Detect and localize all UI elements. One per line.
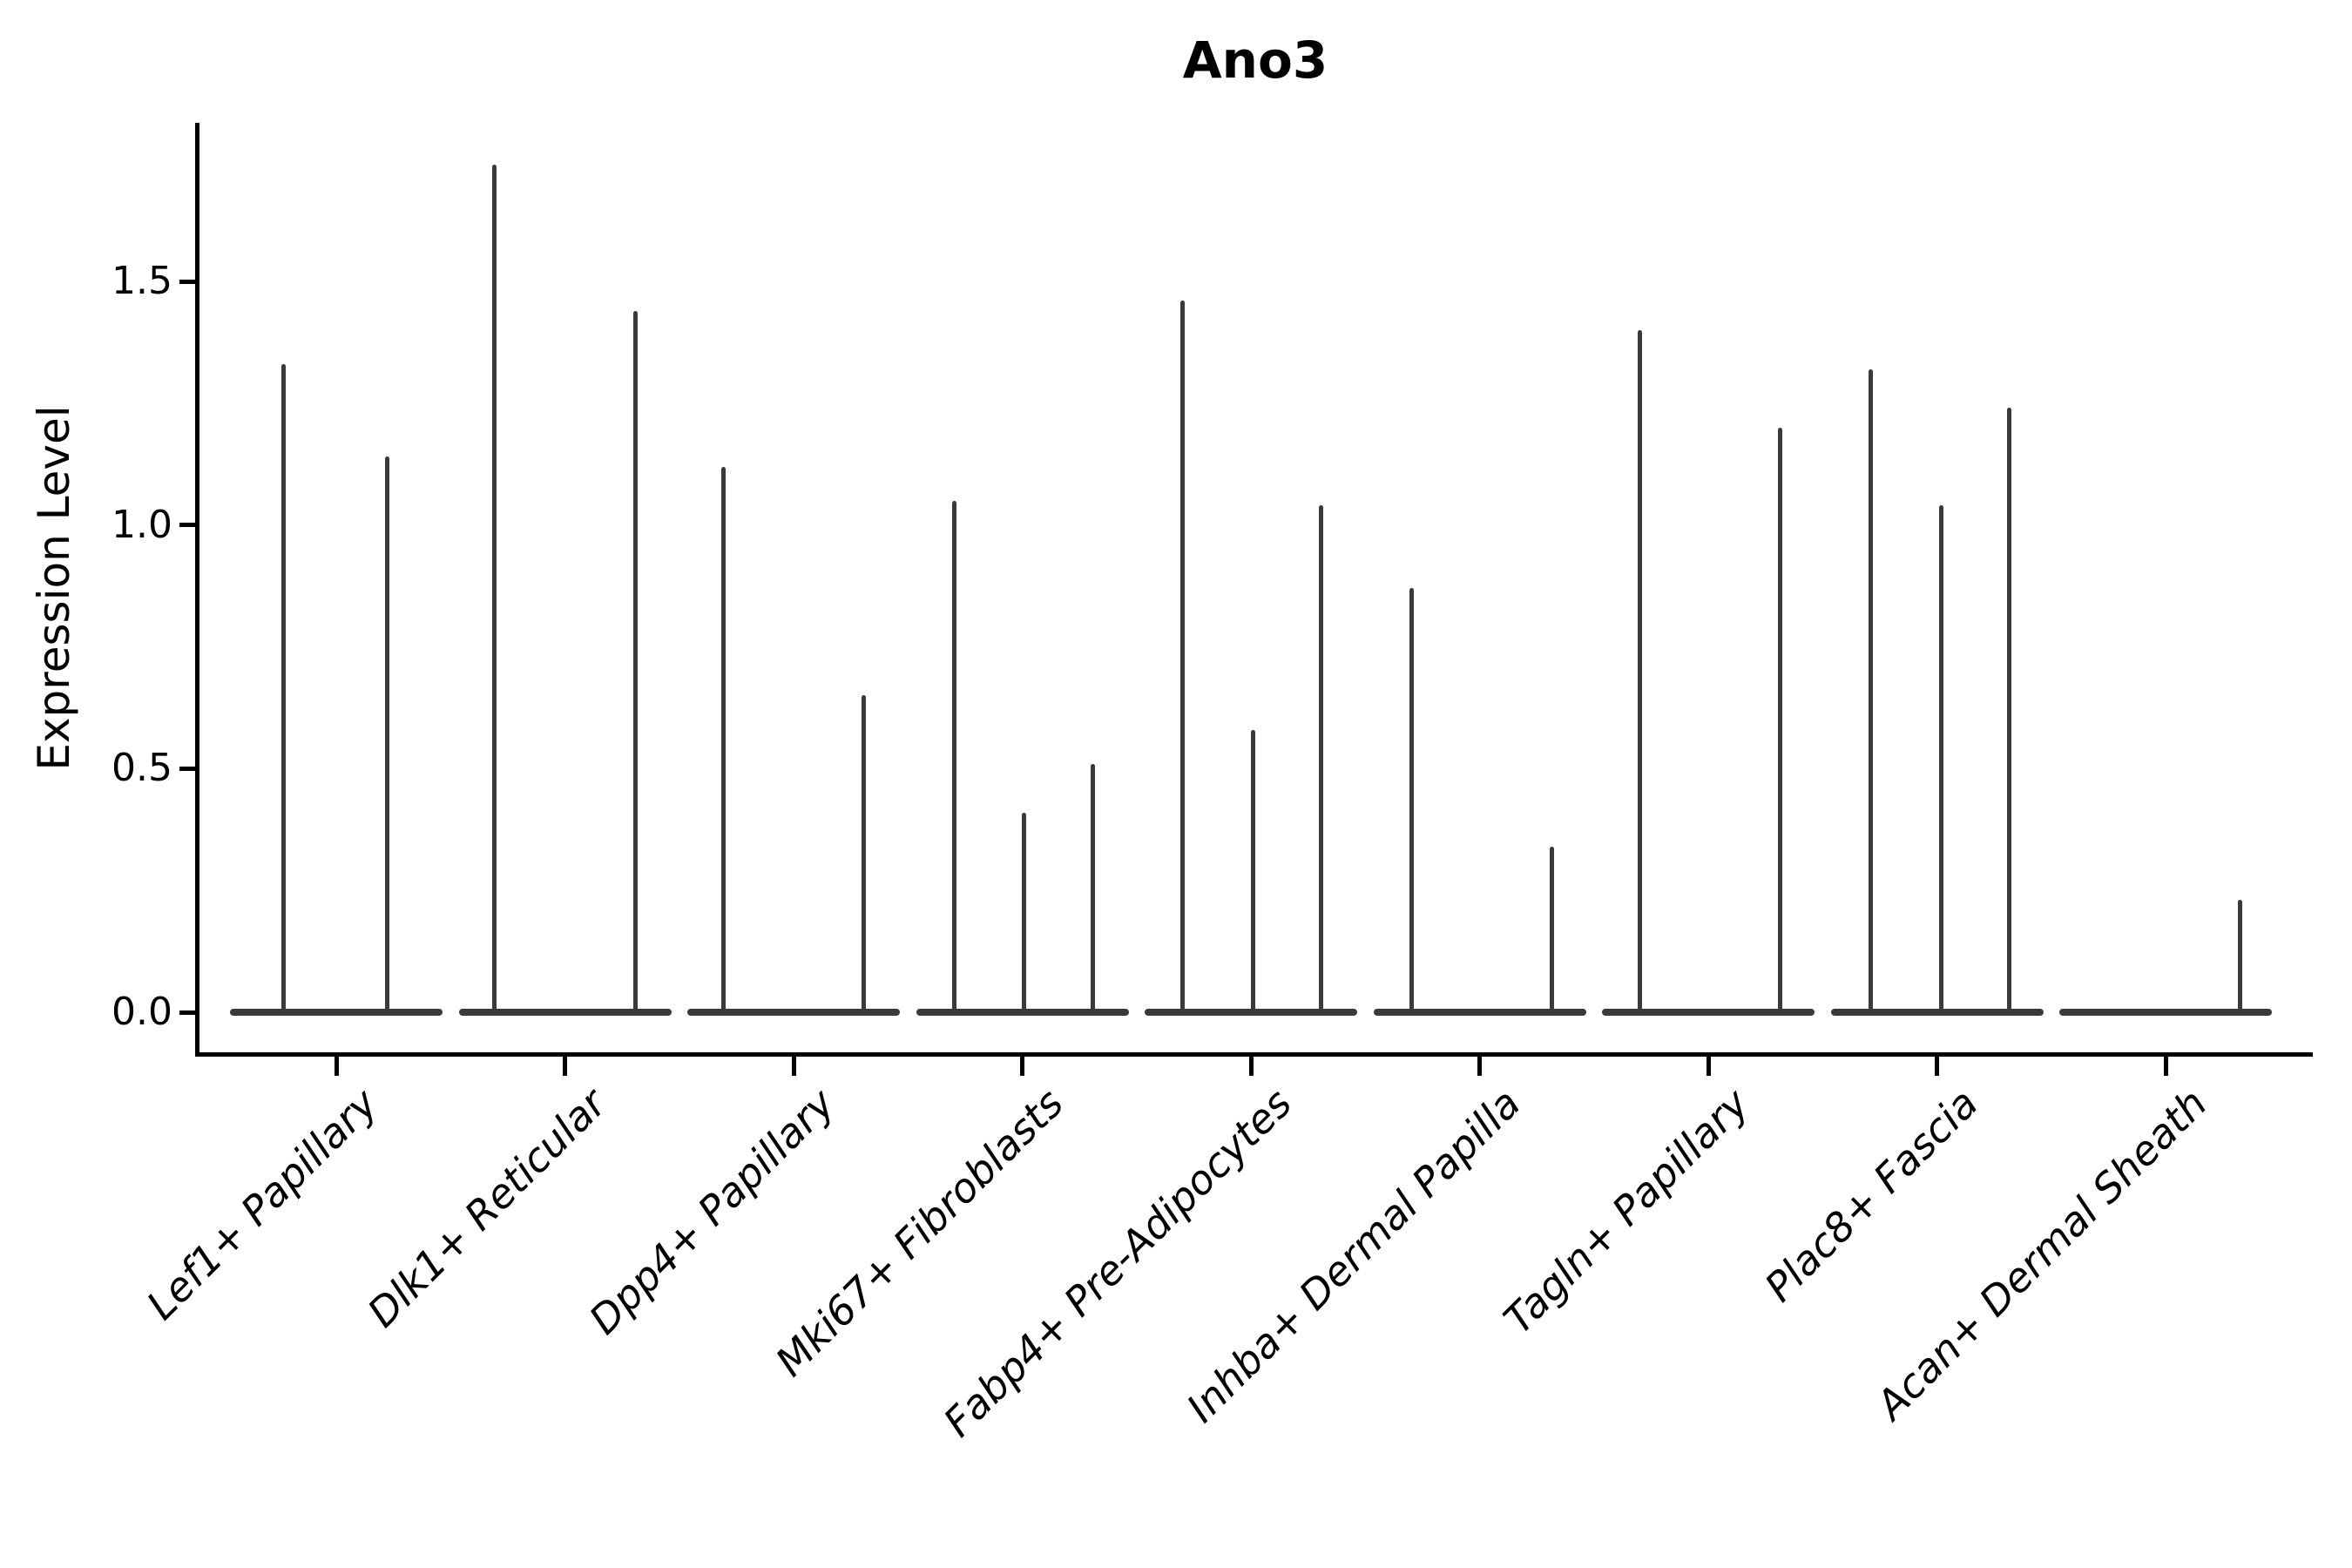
x-tick	[334, 1057, 339, 1076]
violin-spike	[1638, 329, 1643, 1016]
violin-spike	[1319, 505, 1324, 1016]
y-tick-label: 0.5	[112, 746, 172, 791]
violin-spike	[492, 164, 497, 1016]
y-tick-label: 1.0	[112, 502, 172, 547]
violin-spike	[2237, 900, 2242, 1016]
violin-spike	[1022, 812, 1027, 1016]
x-tick	[563, 1057, 567, 1076]
violin-baseline	[1602, 1009, 1815, 1016]
violin-spike	[1938, 505, 1943, 1016]
x-tick	[1248, 1057, 1254, 1076]
violin-spike	[1250, 729, 1255, 1016]
y-tick	[179, 1010, 195, 1015]
violin-spike	[1549, 846, 1554, 1016]
y-tick	[179, 766, 195, 771]
violin-spike	[1180, 301, 1186, 1016]
violin-spike	[1409, 588, 1414, 1016]
violin-baseline	[1830, 1009, 2044, 1016]
violin-baseline	[2059, 1009, 2272, 1016]
violin-baseline	[230, 1009, 443, 1016]
x-tick	[1706, 1057, 1711, 1076]
x-tick-label: Tagln+ Papillary	[1495, 1079, 1759, 1343]
x-tick	[1477, 1057, 1482, 1076]
violin-spike	[280, 364, 286, 1016]
x-axis-spine	[195, 1052, 2313, 1057]
y-axis-label: Expression Level	[29, 405, 79, 771]
violin-spike	[862, 695, 867, 1016]
y-tick-label: 1.5	[112, 259, 172, 303]
y-tick-label: 0.0	[112, 990, 172, 1034]
violin-spike	[632, 310, 638, 1016]
x-tick-label: Lef1+ Papillary	[137, 1079, 387, 1329]
x-tick	[1020, 1057, 1024, 1076]
y-tick	[179, 523, 195, 528]
plot-title: Ano3	[1182, 30, 1328, 90]
violin-spike	[951, 500, 956, 1016]
y-axis-spine	[195, 123, 199, 1057]
violin-spike	[2006, 408, 2011, 1016]
violin-spike	[1090, 763, 1095, 1016]
violin-spike	[720, 466, 726, 1016]
violin-spike	[1869, 368, 1874, 1016]
x-tick	[2163, 1057, 2168, 1076]
x-tick-label: Plac8+ Fascia	[1755, 1079, 1987, 1311]
x-tick	[1935, 1057, 1939, 1076]
violin-baseline	[1373, 1009, 1586, 1016]
x-tick-label: Dlk1+ Reticular	[358, 1079, 615, 1336]
violin-spike	[1778, 427, 1783, 1016]
x-tick-label: Dpp4+ Papillary	[579, 1079, 844, 1343]
y-tick	[179, 279, 195, 284]
x-tick	[791, 1057, 796, 1076]
violin-baseline	[458, 1009, 672, 1016]
violin-spike	[385, 456, 390, 1016]
violin-baseline	[687, 1009, 900, 1016]
